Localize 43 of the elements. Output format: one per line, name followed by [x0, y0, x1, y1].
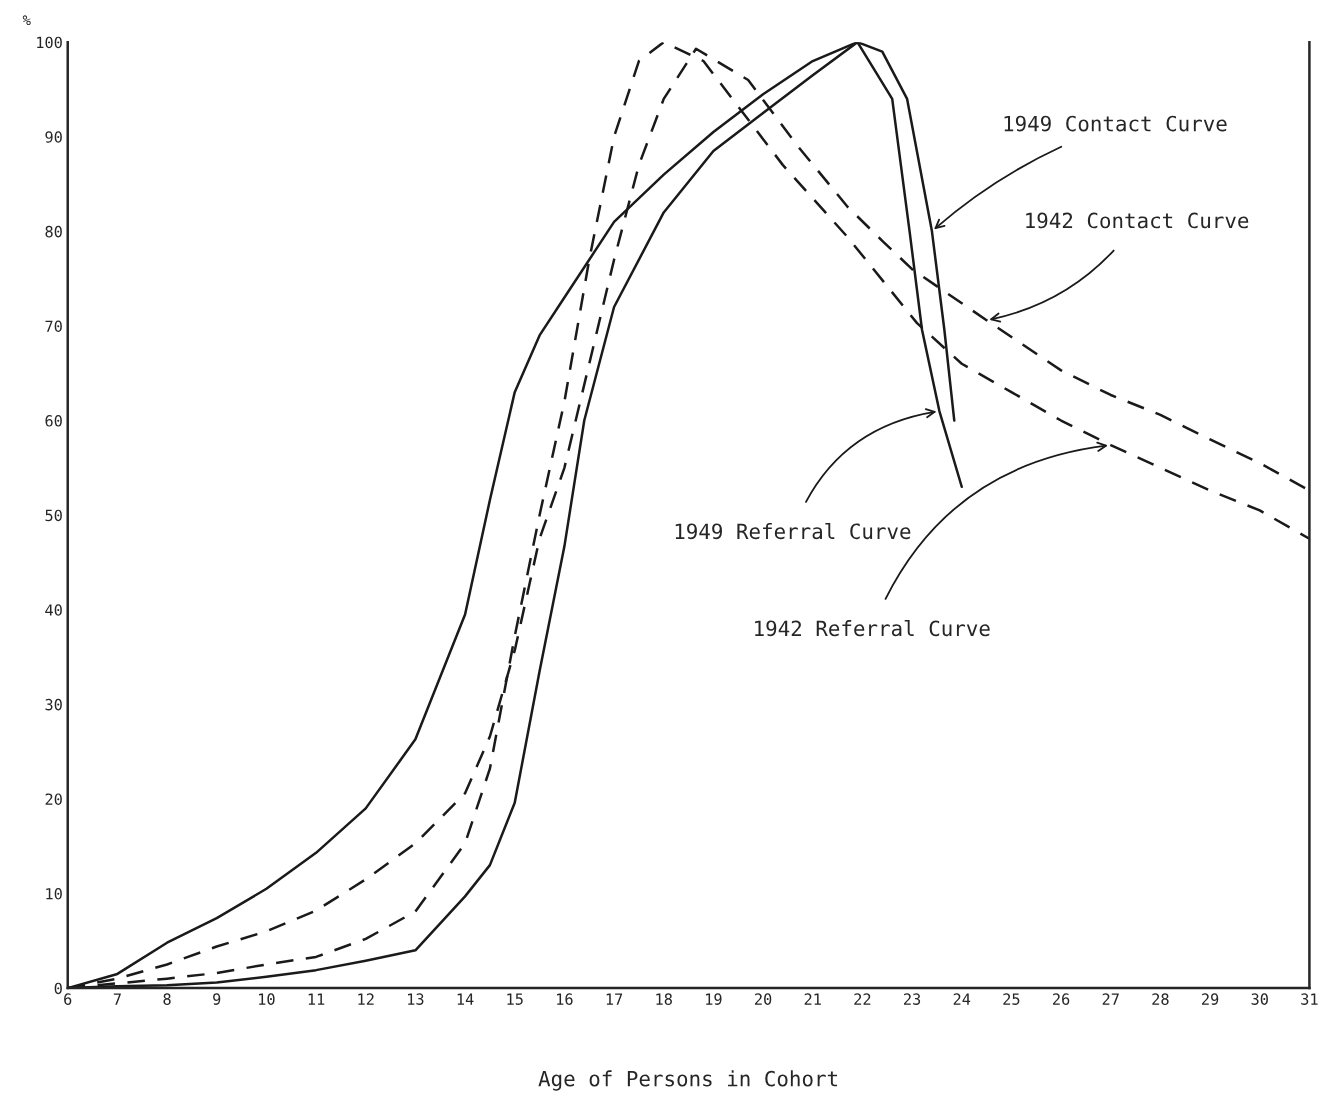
y-tick-label: 80	[45, 225, 62, 238]
x-tick-label: 17	[606, 993, 623, 1005]
x-tick-label: 9	[213, 993, 221, 1005]
annotation: 1949 Referral Curve	[675, 522, 911, 540]
x-tick-label: 11	[308, 993, 325, 1005]
x-tick-label: 14	[457, 993, 474, 1005]
x-tick-label: 15	[507, 993, 523, 1005]
x-tick-label: 25	[1003, 993, 1020, 1005]
y-tick-label: 40	[45, 604, 62, 616]
y-tick-label: 50	[45, 509, 62, 522]
y-tick-label: 20	[45, 793, 62, 805]
x-tick-label: 16	[557, 993, 573, 1005]
x-tick-label: 20	[755, 993, 772, 1005]
y-tick-label: 70	[45, 320, 62, 332]
x-tick-label: 10	[259, 993, 275, 1005]
annotation: 1949 Contact Curve	[1004, 115, 1227, 132]
x-tick-label: 7	[113, 993, 121, 1005]
x-tick-label: 29	[1202, 993, 1219, 1005]
y-tick-label: 0	[54, 982, 62, 995]
annotation: 1942 Referral Curve	[755, 619, 990, 637]
x-tick-label: 28	[1152, 993, 1169, 1005]
x-tick-label: 26	[1053, 993, 1070, 1005]
y-tick-label: 60	[45, 415, 62, 427]
y-tick-label: 10	[46, 888, 62, 900]
x-tick-label: 18	[656, 993, 672, 1005]
annotation: 1942 Contact Curve	[1026, 212, 1249, 229]
x-axis-title: Age of Persons in Cohort	[538, 1070, 838, 1091]
x-tick-label: 22	[854, 993, 871, 1005]
x-tick-label: 8	[163, 993, 171, 1005]
y-tick-label: 100	[37, 36, 62, 49]
x-tick-label: 6	[64, 993, 72, 1005]
x-tick-label: 24	[953, 993, 971, 1005]
y-tick-label: 90	[45, 131, 62, 143]
y-tick-label: 30	[45, 698, 62, 711]
x-tick-label: 13	[408, 993, 424, 1005]
y-axis-title: %	[22, 15, 31, 26]
x-tick-label: 27	[1102, 993, 1119, 1005]
x-tick-label: 23	[904, 993, 921, 1005]
x-tick-label: 19	[706, 993, 722, 1005]
x-tick-label: 31	[1301, 993, 1318, 1005]
x-tick-label: 21	[804, 993, 821, 1005]
x-tick-label: 30	[1251, 993, 1268, 1005]
x-tick-label: 12	[358, 993, 374, 1005]
